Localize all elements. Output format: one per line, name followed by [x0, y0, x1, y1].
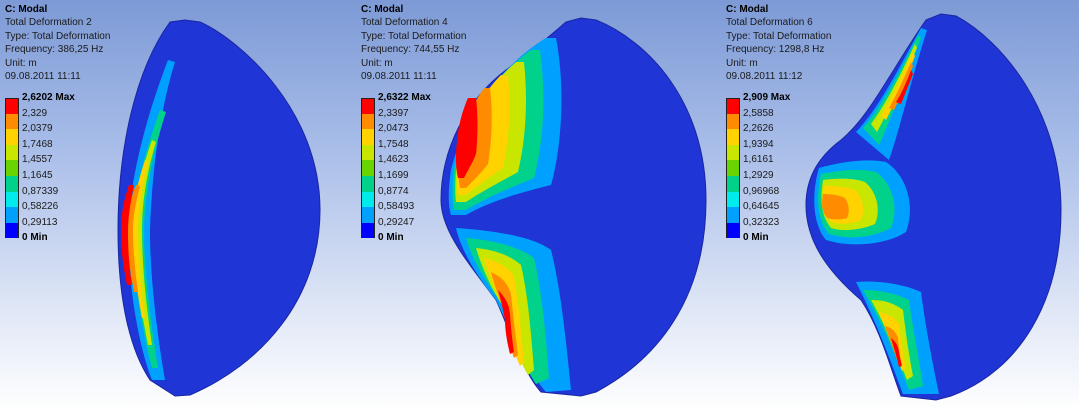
result-unit: Unit: m	[5, 57, 37, 69]
contour-legend-1: 2,6202 Max 2,329 2,0379 1,7468 1,4557 1,…	[5, 92, 75, 254]
result-info-1: C: Modal Total Deformation 2 Type: Total…	[5, 3, 110, 83]
legend-level-label: 0,58226	[22, 201, 59, 213]
contour-legend-2: 2,6322 Max 2,3397 2,0473 1,7548 1,4623 1…	[361, 92, 431, 254]
legend-level-label: 1,2929	[743, 169, 774, 181]
legend-swatch	[726, 113, 740, 130]
legend-swatch	[726, 191, 740, 208]
legend-level-label: 2,0379	[22, 123, 53, 135]
legend-level-label: 2,3397	[378, 107, 409, 119]
legend-swatch	[5, 222, 19, 239]
legend-level-label: 0,8774	[378, 185, 409, 197]
legend-level-label: 0,96968	[743, 185, 780, 197]
legend-level-label: 1,1645	[22, 169, 53, 181]
result-type: Type: Total Deformation	[726, 30, 832, 42]
legend-level-label: 2,2626	[743, 123, 774, 135]
result-name: Total Deformation 4	[361, 17, 448, 29]
legend-swatch	[726, 98, 740, 114]
result-timestamp: 09.08.2011 11:11	[361, 71, 437, 83]
legend-swatch	[726, 144, 740, 161]
legend-swatch	[5, 175, 19, 192]
result-frequency: Frequency: 1298,8 Hz	[726, 44, 825, 56]
legend-level-label: 1,1699	[378, 169, 409, 181]
mode-panel-2: C: Modal Total Deformation 4 Type: Total…	[356, 0, 721, 411]
result-frequency: Frequency: 386,25 Hz	[5, 44, 104, 56]
legend-swatch	[361, 113, 375, 130]
result-frequency: Frequency: 744,55 Hz	[361, 44, 460, 56]
legend-swatch	[726, 160, 740, 176]
legend-swatch	[5, 144, 19, 161]
legend-min-label: 0 Min	[22, 232, 48, 244]
deformation-plot-1	[117, 19, 321, 397]
legend-swatch	[726, 129, 740, 145]
legend-swatch	[5, 98, 19, 114]
legend-level-label: 0,87339	[22, 185, 59, 197]
legend-swatch	[5, 191, 19, 208]
legend-swatch	[361, 160, 375, 176]
result-name: Total Deformation 6	[726, 17, 813, 29]
result-type: Type: Total Deformation	[5, 30, 111, 42]
legend-swatch	[361, 222, 375, 239]
legend-level-label: 0,29247	[378, 216, 415, 228]
legend-level-label: 2,5858	[743, 107, 774, 119]
legend-swatch	[5, 207, 19, 223]
deformation-plot-2	[440, 17, 707, 397]
legend-min-label: 0 Min	[743, 232, 769, 244]
legend-max-label: 2,6322 Max	[378, 92, 431, 103]
legend-swatch	[361, 98, 375, 114]
legend-level-label: 1,4557	[22, 154, 53, 166]
legend-swatch	[726, 207, 740, 223]
legend-min-label: 0 Min	[378, 232, 404, 244]
legend-level-label: 0,58493	[378, 201, 415, 213]
legend-swatch	[5, 160, 19, 176]
legend-level-label: 2,0473	[378, 123, 409, 135]
deformation-plot-3	[805, 13, 1062, 401]
mode-panel-3: C: Modal Total Deformation 6 Type: Total…	[721, 0, 1079, 411]
legend-swatch	[726, 222, 740, 239]
legend-swatch	[361, 175, 375, 192]
result-unit: Unit: m	[726, 57, 758, 69]
legend-swatch	[361, 144, 375, 161]
legend-max-label: 2,6202 Max	[22, 92, 75, 103]
analysis-title: C: Modal	[726, 4, 769, 15]
analysis-title: C: Modal	[361, 4, 404, 15]
result-info-2: C: Modal Total Deformation 4 Type: Total…	[361, 3, 466, 83]
legend-level-label: 1,7548	[378, 138, 409, 150]
result-name: Total Deformation 2	[5, 17, 92, 29]
result-timestamp: 09.08.2011 11:11	[5, 71, 81, 83]
legend-level-label: 0,29113	[22, 216, 58, 228]
legend-level-label: 0,32323	[743, 216, 780, 228]
legend-level-label: 1,7468	[22, 138, 53, 150]
legend-swatch	[361, 207, 375, 223]
legend-level-label: 2,329	[22, 107, 48, 119]
legend-swatch	[361, 191, 375, 208]
contour-legend-3: 2,909 Max 2,5858 2,2626 1,9394 1,6161 1,…	[726, 92, 790, 254]
legend-level-label: 1,4623	[378, 154, 409, 166]
legend-max-label: 2,909 Max	[743, 92, 791, 103]
result-type: Type: Total Deformation	[361, 30, 467, 42]
analysis-title: C: Modal	[5, 4, 48, 15]
legend-swatch	[726, 175, 740, 192]
legend-swatch	[5, 129, 19, 145]
legend-swatch	[361, 129, 375, 145]
legend-level-label: 0,64645	[743, 201, 780, 213]
legend-level-label: 1,6161	[743, 154, 774, 166]
legend-swatch	[5, 113, 19, 130]
result-timestamp: 09.08.2011 11:12	[726, 71, 803, 83]
result-info-3: C: Modal Total Deformation 6 Type: Total…	[726, 3, 831, 83]
mode-panel-1: C: Modal Total Deformation 2 Type: Total…	[0, 0, 356, 411]
legend-level-label: 1,9394	[743, 138, 774, 150]
result-unit: Unit: m	[361, 57, 393, 69]
